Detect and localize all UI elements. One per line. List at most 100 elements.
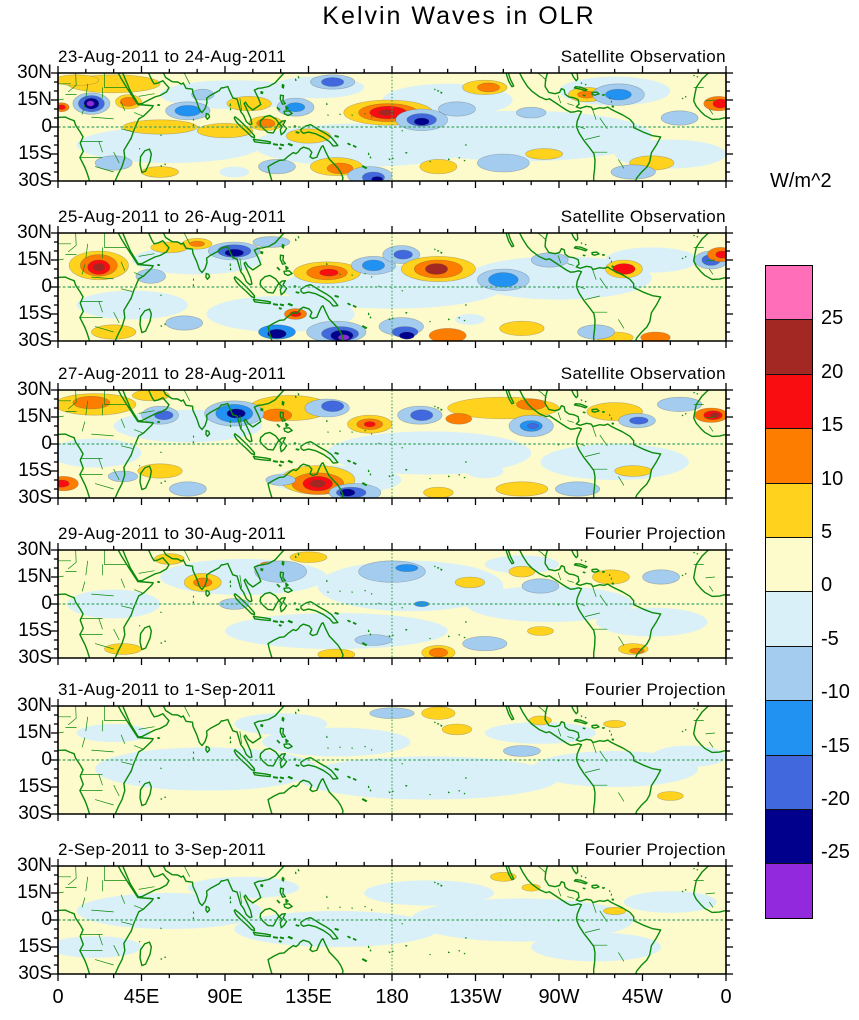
axis-ticks [51,66,733,188]
anomaly-blob [466,463,504,479]
anomaly-blob [253,237,290,248]
anomaly-blob [364,880,495,906]
colorbar-segment [766,646,812,702]
lon-tick-label: 0 [52,986,64,1008]
anomaly-blob [643,570,680,584]
anomaly-blob [299,756,559,800]
axis-ticks [51,543,733,665]
anomaly-blob [187,876,300,899]
lat-tick-label: 30S [18,803,52,824]
anomaly-blob [355,635,392,646]
anomaly-blob [641,332,671,341]
anomaly-blob [411,410,433,421]
anomaly-blob [76,290,188,320]
anomaly-blob [219,599,249,610]
map-panel [58,233,726,341]
anomaly-blob [555,482,600,496]
anomaly-blob [477,154,529,172]
lon-tick-label: 135E [285,986,332,1008]
anomaly-blob [268,329,287,338]
lon-tick-label: 0 [720,986,732,1008]
colorbar-segment [766,374,812,430]
anomaly-blob [58,936,142,958]
colorbar-units-label: W/m^2 [770,170,832,192]
panel-date-range: 27-Aug-2011 to 28-Aug-2011 [58,364,287,383]
anomaly-blob [95,156,132,170]
coastline [58,233,726,341]
anomaly-blob [713,99,726,108]
lat-tick-label: 30S [18,170,52,191]
colorbar-tick-label: 20 [821,360,844,383]
lat-tick-label: 30S [18,647,52,668]
map-panel [58,390,726,498]
colorbar-segment [766,755,812,810]
panel-source-label: Fourier Projection [584,840,726,859]
lat-tick-label: 30N [17,539,52,560]
island-dots [70,552,698,646]
anomaly-blob [318,649,355,658]
lat-tick-label: 15S [18,460,52,481]
anomaly-blob [429,328,466,341]
anomaly-blob [394,250,413,259]
anomaly-blob [592,570,629,584]
lon-tick-label: 180 [375,986,409,1008]
anomaly-blob [455,577,485,588]
anomaly-blob [578,325,615,339]
panel-source-label: Satellite Observation [560,207,726,226]
anomaly-blob [87,101,94,106]
anomaly-blob [286,129,331,143]
anomaly-blob [320,269,339,276]
coastline [58,73,726,181]
anomaly-blob [93,264,104,271]
anomaly-blob [490,872,516,881]
panel-source-label: Fourier Projection [584,680,726,699]
anomaly-blob [605,89,631,100]
anomaly-blob [429,648,448,657]
lat-tick-label: 0 [41,749,52,770]
anomaly-blob [379,110,394,115]
lat-tick-label: 15N [17,249,52,270]
axis-ticks [51,859,733,981]
panel-header: Fourier Projection 31-Aug-2011 to 1-Sep-2… [58,678,726,702]
lat-tick-label: 0 [41,276,52,297]
colorbar-tick-label: 10 [821,467,844,490]
map-plot [58,73,726,181]
panel-header: Satellite Observation 25-Aug-2011 to 26-A… [58,205,726,229]
anomaly-blob [364,422,375,427]
lat-tick-label: 30S [18,487,52,508]
colorbar-tick-label: -5 [821,627,839,650]
lon-tick-label: 135W [449,986,502,1008]
panel-date-range: 25-Aug-2011 to 26-Aug-2011 [58,207,287,226]
panel-source-label: Satellite Observation [560,364,726,383]
anomaly-blob [488,273,518,287]
island-dots [70,392,698,486]
anomaly-blob [484,555,559,574]
anomaly-blob [136,269,166,283]
page-title: Kelvin Waves in OLR [322,2,596,30]
lat-tick-label: 15N [17,722,52,743]
coastline [58,550,726,658]
island-dots [70,235,698,329]
lat-tick-label: 15N [17,406,52,427]
anomaly-blob [321,78,343,87]
lat-tick-label: 15S [18,143,52,164]
coastline [58,866,726,974]
lon-tick-label: 90E [207,986,243,1008]
anomaly-blob [410,898,634,942]
anomaly-blob [414,601,429,606]
anomaly-blob [604,720,626,727]
coastline [58,706,726,814]
anomaly-blob [104,644,141,655]
panel-source-label: Fourier Projection [584,524,726,543]
anomaly-blob [362,260,384,271]
anomaly-blob [262,409,292,422]
anomaly-blob [410,139,467,158]
anomaly-blob [623,891,717,913]
lat-tick-label: 30S [18,963,52,984]
anomaly-blob [651,745,726,768]
lon-tick-label: 45E [123,986,160,1008]
lat-tick-label: 15S [18,303,52,324]
anomaly-blob [615,466,652,477]
anomaly-blob [225,249,244,256]
anomaly-blob [424,487,454,498]
